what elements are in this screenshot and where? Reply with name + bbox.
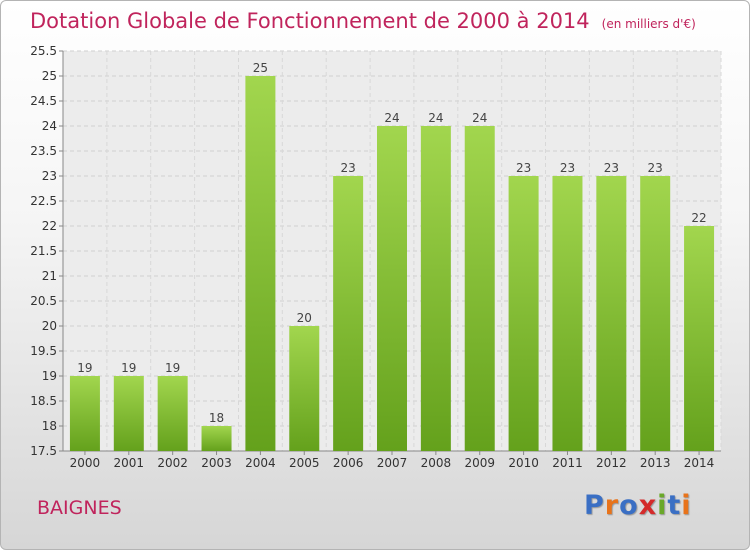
bar-value-label: 23: [648, 161, 663, 175]
x-tick-label: 2009: [464, 456, 495, 470]
commune-name: BAIGNES: [37, 497, 122, 519]
y-tick-label: 22.5: [30, 194, 57, 208]
logo-letter: t: [667, 490, 682, 521]
logo-letter: i: [657, 490, 668, 521]
x-tick-label: 2008: [421, 456, 452, 470]
bar-layer: [69, 76, 715, 451]
x-tick-label: 2013: [640, 456, 671, 470]
bar: [596, 176, 627, 451]
bar-value-label: 23: [560, 161, 575, 175]
bar: [333, 176, 364, 451]
logo-letter: P: [584, 490, 605, 521]
y-tick-label: 24: [42, 119, 57, 133]
logo-letter: x: [638, 490, 658, 521]
bar: [289, 326, 320, 451]
y-tick-label: 18.5: [30, 394, 57, 408]
y-tick-label: 19.5: [30, 344, 57, 358]
y-tick-label: 22: [42, 219, 57, 233]
x-tick-label: 2005: [289, 456, 320, 470]
y-tick-label: 24.5: [30, 94, 57, 108]
chart-title-block: Dotation Globale de Fonctionnement de 20…: [30, 9, 696, 33]
bar: [552, 176, 583, 451]
bar-value-label: 24: [472, 111, 487, 125]
x-tick-label: 2004: [245, 456, 276, 470]
y-tick-label: 17.5: [30, 444, 57, 458]
bar: [420, 126, 451, 451]
y-tick-label: 19: [42, 369, 57, 383]
logo-letter: r: [604, 490, 620, 521]
logo-letter: i: [681, 490, 692, 521]
bar: [508, 176, 539, 451]
x-tick-label: 2007: [377, 456, 408, 470]
x-tick-label: 2001: [114, 456, 145, 470]
bar: [69, 376, 100, 451]
x-tick-label: 2012: [596, 456, 627, 470]
bar-value-label: 24: [384, 111, 399, 125]
bar-value-label: 23: [340, 161, 355, 175]
bar-value-label: 19: [121, 361, 136, 375]
x-tick-label: 2003: [201, 456, 232, 470]
chart-unit: (en milliers d'€): [601, 17, 696, 31]
bar-value-label: 19: [77, 361, 92, 375]
bar: [377, 126, 407, 451]
bar-value-label: 18: [209, 411, 224, 425]
y-tick-label: 23.5: [30, 144, 57, 158]
x-tick-label: 2000: [70, 456, 101, 470]
logo-letter: o: [619, 490, 639, 521]
y-tick-label: 20.5: [30, 294, 57, 308]
y-tick-label: 25: [42, 69, 57, 83]
bar: [464, 126, 495, 451]
chart-title: Dotation Globale de Fonctionnement de 20…: [30, 9, 590, 33]
y-tick-label: 23: [42, 169, 57, 183]
x-tick-label: 2014: [684, 456, 715, 470]
x-tick-label: 2006: [333, 456, 364, 470]
bar-value-label: 25: [253, 61, 268, 75]
bar-value-label: 20: [297, 311, 312, 325]
bar: [245, 76, 276, 451]
x-tick-label: 2011: [552, 456, 583, 470]
x-tick-label: 2002: [157, 456, 188, 470]
label-layer: 19 19 19 18 25 20 23 24 24 24 23 23 23 23 22: [77, 61, 706, 425]
y-tick-label: 25.5: [30, 44, 57, 58]
bar: [157, 376, 188, 451]
y-tick-label: 21.5: [30, 244, 57, 258]
bar: [113, 376, 144, 451]
bar: [684, 226, 715, 451]
bar-value-label: 23: [604, 161, 619, 175]
y-tick-label: 18: [42, 419, 57, 433]
bar: [640, 176, 671, 451]
x-tick-label: 2010: [508, 456, 539, 470]
y-tick-label: 20: [42, 319, 57, 333]
y-tick-label: 21: [42, 269, 57, 283]
bar: [201, 426, 232, 451]
bar-value-label: 23: [516, 161, 531, 175]
bar-value-label: 22: [691, 211, 706, 225]
bar-value-label: 19: [165, 361, 180, 375]
proxiti-logo: Proxiti: [584, 490, 692, 521]
bar-value-label: 24: [428, 111, 443, 125]
